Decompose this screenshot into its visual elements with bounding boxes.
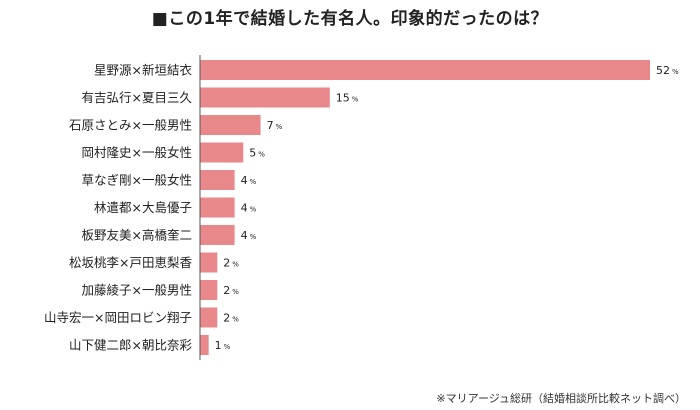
category-label: 山寺宏一×岡田ロビン翔子 [44, 310, 192, 325]
chart-title: ■この1年で結婚した有名人。印象的だったのは？ [151, 9, 549, 29]
value-label: 15% [336, 92, 359, 105]
category-label: 星野源×新垣結衣 [94, 63, 192, 78]
value-label: 5% [249, 147, 265, 160]
value-label: 2% [223, 257, 239, 270]
bar [200, 142, 244, 163]
bar [200, 115, 261, 135]
category-labels: 星野源×新垣結衣有吉弘行×夏目三久石原さとみ×一般男性岡村隆史×一般女性草なぎ剛… [44, 63, 192, 353]
value-label: 4% [241, 202, 257, 215]
value-label: 2% [223, 284, 239, 297]
category-label: 板野友美×高橋奎二 [82, 228, 192, 243]
bar [200, 280, 218, 300]
category-label: 草なぎ剛×一般女性 [82, 173, 192, 188]
category-label: 山下健二郎×朝比奈彩 [69, 338, 192, 353]
bar [200, 197, 235, 218]
value-label: 52% [656, 64, 679, 77]
value-label: 1% [215, 339, 231, 352]
bar [200, 87, 330, 108]
category-label: 林遣都×大島優子 [94, 200, 192, 215]
value-label: 7% [267, 119, 283, 132]
category-label: 石原さとみ×一般男性 [69, 118, 192, 133]
value-label: 4% [241, 229, 257, 242]
source-note: ※マリアージュ総研（結婚相談所比較ネット調べ） [436, 392, 686, 405]
category-label: 加藤綾子×一般男性 [82, 283, 192, 298]
bar [200, 225, 235, 245]
bar [200, 252, 218, 273]
category-label: 松坂桃李×戸田恵梨香 [69, 255, 192, 270]
value-label: 4% [241, 174, 257, 187]
bar [200, 170, 235, 190]
bars [200, 60, 650, 355]
value-labels: 52 % 15 % 7 % 5 % 4 % 4 % 4 % 2 % 2 % 2 % 1% [215, 64, 679, 352]
value-label: 2% [223, 312, 239, 325]
category-label: 有吉弘行×夏目三久 [82, 90, 193, 105]
bar [200, 335, 209, 355]
category-label: 岡村隆史×一般女性 [82, 145, 192, 160]
bar [200, 307, 218, 328]
bar [200, 60, 650, 80]
